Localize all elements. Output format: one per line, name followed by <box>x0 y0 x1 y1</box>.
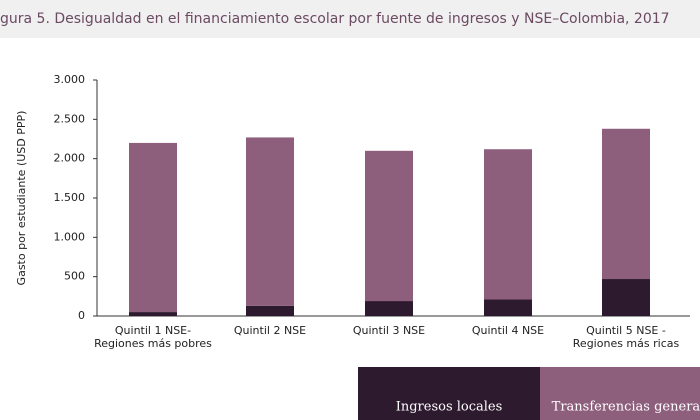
x-tick-label: Quintil 2 NSE <box>234 324 306 337</box>
bar-segment <box>602 279 650 316</box>
x-tick-label: Regiones más pobres <box>94 337 212 350</box>
bar-segment <box>365 301 413 316</box>
y-tick-label: 0 <box>78 309 85 322</box>
bar-segment <box>484 149 532 300</box>
bar-segment <box>602 128 650 280</box>
legend-swatch <box>540 367 700 420</box>
y-tick-label: 1.000 <box>54 230 86 243</box>
bar-segment <box>246 305 294 316</box>
bar-segment <box>484 299 532 316</box>
x-tick-label: Quintil 5 NSE - <box>586 324 666 337</box>
y-tick-label: 500 <box>64 270 85 283</box>
x-tick-label: Regiones más ricas <box>573 337 680 350</box>
y-tick-label: 2.000 <box>54 152 86 165</box>
y-tick-label: 1.500 <box>54 191 86 204</box>
bar-segment <box>129 142 177 313</box>
header-band <box>0 0 700 38</box>
y-tick-label: 3.000 <box>54 73 86 86</box>
y-axis-label: Gasto por estudiante (USD PPP) <box>15 111 28 286</box>
bar-segment <box>246 137 294 306</box>
legend-label: Ingresos locales <box>396 400 503 415</box>
legend-swatch <box>358 367 540 420</box>
x-tick-label: Quintil 4 NSE <box>472 324 544 337</box>
chart-title: gura 5. Desigualdad en el financiamiento… <box>0 11 670 27</box>
x-tick-label: Quintil 1 NSE- <box>115 324 191 337</box>
bar-segment <box>365 150 413 302</box>
legend-label: Transferencias general <box>552 400 700 415</box>
y-tick-label: 2.500 <box>54 112 86 125</box>
bar-segment <box>129 312 177 316</box>
x-tick-label: Quintil 3 NSE <box>353 324 425 337</box>
